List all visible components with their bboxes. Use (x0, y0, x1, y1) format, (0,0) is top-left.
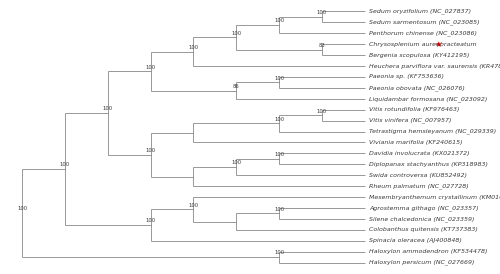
Text: 100: 100 (274, 250, 284, 255)
Text: 100: 100 (188, 45, 198, 50)
Text: Viviania marifolia (KF240615): Viviania marifolia (KF240615) (369, 140, 462, 145)
Text: Vitis rotundifolia (KF976463): Vitis rotundifolia (KF976463) (369, 107, 460, 112)
Text: Swida controversa (KU852492): Swida controversa (KU852492) (369, 173, 467, 178)
Text: Sedum oryzifolium (NC_027837): Sedum oryzifolium (NC_027837) (369, 8, 471, 14)
Text: 100: 100 (188, 203, 198, 208)
Text: Chrysosplenium aureobracteatum: Chrysosplenium aureobracteatum (369, 42, 476, 47)
Text: Agrostemma githago (NC_023357): Agrostemma githago (NC_023357) (369, 205, 478, 211)
Text: 100: 100 (274, 18, 284, 24)
Text: Spinacia oleracea (AJ400848): Spinacia oleracea (AJ400848) (369, 238, 462, 243)
Text: Bergenia scopulosa (KY412195): Bergenia scopulosa (KY412195) (369, 53, 470, 58)
Text: Liquidambar formosana (NC_023092): Liquidambar formosana (NC_023092) (369, 96, 488, 102)
Text: Mesembryanthemum crystallinum (KM016695): Mesembryanthemum crystallinum (KM016695) (369, 195, 500, 199)
Text: 100: 100 (146, 218, 156, 223)
Text: 83: 83 (318, 43, 326, 48)
Text: 100: 100 (274, 76, 284, 81)
Text: Vitis vinifera (NC_007957): Vitis vinifera (NC_007957) (369, 118, 452, 124)
Text: Silene chalcedonica (NC_023359): Silene chalcedonica (NC_023359) (369, 216, 474, 222)
Text: 100: 100 (60, 162, 70, 167)
Text: Penthorum chinense (NC_023086): Penthorum chinense (NC_023086) (369, 30, 477, 36)
Text: 100: 100 (274, 152, 284, 157)
Text: 100: 100 (146, 65, 156, 70)
Text: 86: 86 (233, 84, 239, 89)
Text: 100: 100 (317, 10, 327, 15)
Text: Diplopanax stachyanthus (KP318983): Diplopanax stachyanthus (KP318983) (369, 162, 488, 167)
Text: Colobanthus quitensis (KT737383): Colobanthus quitensis (KT737383) (369, 227, 478, 232)
Text: 100: 100 (146, 148, 156, 153)
Text: 100: 100 (274, 207, 284, 212)
Text: Tetrastigma hemsleyanum (NC_029339): Tetrastigma hemsleyanum (NC_029339) (369, 129, 496, 134)
Text: 100: 100 (317, 109, 327, 113)
Text: Haloxylon ammodendron (KF534478): Haloxylon ammodendron (KF534478) (369, 249, 488, 254)
Text: 100: 100 (102, 106, 113, 111)
Text: 100: 100 (231, 31, 241, 36)
Text: Paeonia obovata (NC_026076): Paeonia obovata (NC_026076) (369, 85, 465, 91)
Text: 100: 100 (274, 117, 284, 122)
Text: 100: 100 (17, 206, 27, 211)
Text: Davidia involucrata (KX021372): Davidia involucrata (KX021372) (369, 151, 470, 156)
Text: Sedum sarmentosum (NC_023085): Sedum sarmentosum (NC_023085) (369, 19, 480, 25)
Text: Rheum palmatum (NC_027728): Rheum palmatum (NC_027728) (369, 183, 468, 189)
Text: Paeonia sp. (KF753636): Paeonia sp. (KF753636) (369, 75, 444, 79)
Text: Heuchera parviflora var. saurensis (KR478645): Heuchera parviflora var. saurensis (KR47… (369, 64, 500, 68)
Text: Haloxylon persicum (NC_027669): Haloxylon persicum (NC_027669) (369, 260, 474, 266)
Text: 100: 100 (231, 160, 241, 165)
Text: ★: ★ (434, 40, 442, 49)
